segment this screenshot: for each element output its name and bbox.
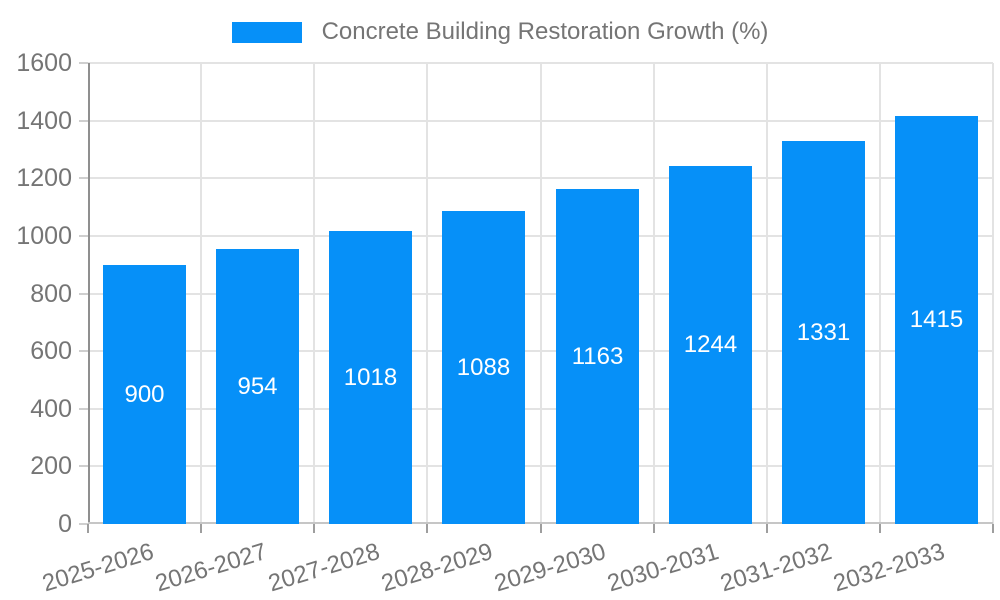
x-gridline: [766, 63, 768, 524]
y-axis-tick-label: 1000: [16, 221, 72, 250]
bar: 900: [103, 265, 186, 524]
y-axis-tick-label: 1600: [16, 49, 72, 77]
legend-swatch: [231, 21, 302, 43]
y-axis-tick-label: 600: [30, 337, 72, 366]
y-tick-mark: [79, 465, 88, 468]
legend: Concrete Building Restoration Growth (%): [0, 18, 1000, 46]
x-tick-mark: [426, 524, 428, 533]
x-axis-line: [88, 522, 993, 524]
x-tick-mark: [540, 524, 542, 533]
x-tick-mark: [313, 524, 315, 533]
x-tick-mark: [653, 524, 655, 533]
x-tick-mark: [992, 524, 994, 533]
x-tick-mark: [87, 524, 89, 533]
y-tick-mark: [79, 407, 88, 410]
y-tick-mark: [79, 234, 88, 237]
bar-value-label: 1163: [571, 343, 624, 370]
y-axis-tick-label: 200: [30, 452, 72, 481]
bar-value-label: 1244: [683, 331, 738, 358]
y-axis-line: [88, 63, 90, 524]
bar: 1415: [895, 116, 978, 524]
y-tick-mark: [79, 350, 88, 353]
y-tick-mark: [79, 119, 88, 122]
bar-value-label: 1415: [909, 306, 964, 333]
x-gridline: [200, 63, 202, 524]
bar-value-label: 1018: [343, 364, 398, 391]
y-tick-mark: [79, 292, 88, 295]
bar-value-label: 1088: [456, 354, 511, 381]
y-tick-mark: [79, 177, 88, 180]
x-gridline: [540, 63, 542, 524]
x-tick-mark: [766, 524, 768, 533]
bar: 1018: [329, 231, 412, 524]
bar: 1244: [669, 166, 752, 524]
bar: 1088: [442, 211, 525, 524]
y-axis-tick-label: 1200: [16, 164, 72, 193]
x-tick-mark: [200, 524, 202, 533]
legend-label: Concrete Building Restoration Growth (%): [321, 18, 769, 45]
x-gridline: [992, 63, 994, 524]
plot-area: 900 954 1018 1088 1163 1244 1331 1415: [88, 62, 994, 524]
y-axis-tick-label: 0: [58, 510, 72, 538]
bar-value-label: 1331: [796, 319, 851, 346]
x-gridline: [313, 63, 315, 524]
bar-value-label: 954: [237, 373, 278, 400]
y-axis-tick-label: 1400: [16, 106, 72, 135]
x-gridline: [879, 63, 881, 524]
x-gridline: [426, 63, 428, 524]
y-axis-tick-label: 800: [30, 279, 72, 308]
x-tick-mark: [879, 524, 881, 533]
x-gridline: [653, 63, 655, 524]
bar: 954: [216, 249, 299, 524]
bar-value-label: 900: [124, 381, 165, 408]
bar: 1331: [782, 141, 865, 524]
bar: 1163: [556, 189, 639, 524]
y-tick-mark: [79, 523, 88, 525]
y-axis-tick-label: 400: [30, 394, 72, 423]
y-tick-mark: [79, 62, 88, 64]
